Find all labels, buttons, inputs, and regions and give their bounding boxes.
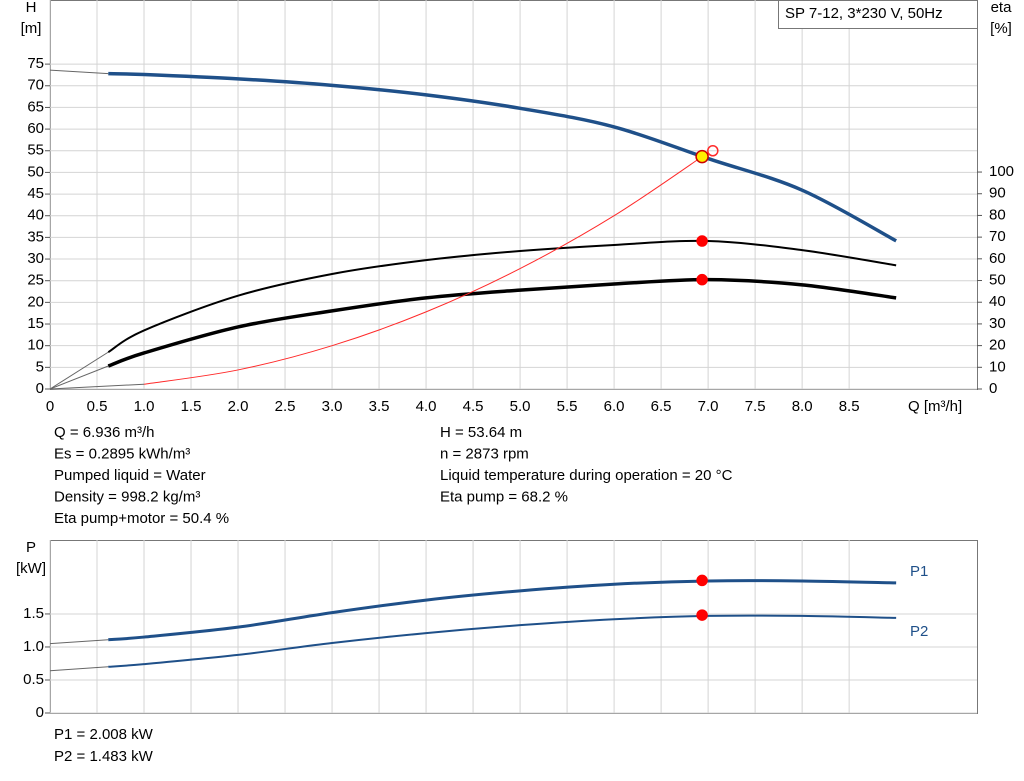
curve-extension: [49, 365, 109, 390]
y-tick-label: 60: [27, 120, 44, 137]
x-axis-label: Q [m³/h]: [908, 398, 962, 415]
info-text: Liquid temperature during operation = 20…: [440, 467, 733, 484]
y2-tick-label: 100: [989, 163, 1014, 180]
x-tick-label: 0.5: [87, 398, 108, 415]
x-tick-label: 6.0: [604, 398, 625, 415]
curve-extension: [49, 383, 145, 390]
x-tick-label: 7.0: [698, 398, 719, 415]
curve-extension: [49, 666, 109, 672]
info-text: Q = 6.936 m³/h: [54, 424, 154, 441]
curve: [107, 277, 897, 368]
x-tick-label: 4.5: [463, 398, 484, 415]
operating-point: [695, 149, 709, 164]
y-tick-label: 55: [27, 142, 44, 159]
y-tick-label: 10: [27, 337, 44, 354]
y2-tick-label: 50: [989, 271, 1006, 288]
y-tick-label: 35: [27, 228, 44, 245]
y-tick-label: 25: [27, 272, 44, 289]
curve: [143, 152, 709, 385]
y-axis-unit: [m]: [21, 20, 42, 37]
y-tick-label: 0.5: [23, 671, 44, 688]
info-text: Pumped liquid = Water: [54, 467, 206, 484]
x-tick-label: 8.5: [839, 398, 860, 415]
y-tick-label: 65: [27, 98, 44, 115]
info-text: n = 2873 rpm: [440, 445, 529, 462]
y-tick-label: 1.5: [23, 605, 44, 622]
info-text: Eta pump+motor = 50.4 %: [54, 510, 229, 527]
x-tick-label: 2.0: [228, 398, 249, 415]
curve: [108, 579, 897, 642]
x-tick-label: 1.5: [181, 398, 202, 415]
chart-title: SP 7-12, 3*230 V, 50Hz: [785, 5, 943, 22]
operating-point: [696, 235, 708, 247]
title-box: [778, 0, 978, 29]
curve: [107, 239, 897, 353]
y2-tick-label: 60: [989, 250, 1006, 267]
info-text: H = 53.64 m: [440, 424, 522, 441]
y-tick-label: 1.0: [23, 638, 44, 655]
plot-frame: [50, 540, 978, 714]
curve-extension: [49, 69, 109, 75]
y-tick-label: 15: [27, 315, 44, 332]
x-tick-label: 4.0: [416, 398, 437, 415]
x-tick-label: 5.0: [510, 398, 531, 415]
x-tick-label: 6.5: [651, 398, 672, 415]
x-tick-label: 3.5: [369, 398, 390, 415]
operating-point: [696, 273, 708, 286]
y-tick-label: 70: [27, 77, 44, 94]
y-tick-label: 30: [27, 250, 44, 267]
y-tick-label: 20: [27, 293, 44, 310]
curve: [108, 614, 897, 668]
y-tick-label: 45: [27, 185, 44, 202]
y-tick-label: 75: [27, 55, 44, 72]
y2-axis-unit: [%]: [990, 20, 1012, 37]
info-text: Eta pump = 68.2 %: [440, 488, 568, 505]
series-label: P2: [910, 623, 928, 640]
plot-frame: [50, 0, 978, 390]
y-axis-label: P: [26, 539, 36, 556]
y-tick-label: 0: [36, 380, 44, 397]
operating-point: [696, 609, 708, 621]
y2-tick-label: 30: [989, 315, 1006, 332]
info-text: P1 = 2.008 kW: [54, 726, 154, 743]
x-tick-label: 7.5: [745, 398, 766, 415]
info-text: Density = 998.2 kg/m³: [54, 488, 200, 505]
y-tick-label: 40: [27, 207, 44, 224]
operating-point: [707, 144, 719, 157]
y-tick-label: 5: [36, 358, 44, 375]
y2-tick-label: 10: [989, 358, 1006, 375]
y2-axis-label: eta: [991, 0, 1013, 16]
y-tick-label: 50: [27, 163, 44, 180]
curve-extension: [49, 351, 109, 390]
y2-tick-label: 80: [989, 206, 1006, 223]
y2-tick-label: 40: [989, 293, 1006, 310]
y-axis-unit: [kW]: [16, 560, 46, 577]
x-tick-label: 2.5: [275, 398, 296, 415]
x-tick-label: 3.0: [322, 398, 343, 415]
x-tick-label: 5.5: [557, 398, 578, 415]
operating-point: [696, 574, 708, 587]
x-tick-label: 1.0: [134, 398, 155, 415]
series-label: P1: [910, 563, 928, 580]
y2-tick-label: 90: [989, 185, 1006, 202]
grid: [49, 540, 977, 714]
grid: [49, 0, 977, 390]
y2-tick-label: 0: [989, 380, 997, 397]
y-axis-label: H: [26, 0, 37, 16]
y-tick-label: 0: [36, 704, 44, 721]
curve-extension: [49, 639, 109, 645]
info-text: Es = 0.2895 kWh/m³: [54, 445, 190, 462]
info-text: P2 = 1.483 kW: [54, 748, 154, 765]
x-tick-label: 0: [46, 398, 54, 415]
y2-tick-label: 20: [989, 337, 1006, 354]
curve: [108, 71, 897, 243]
x-tick-label: 8.0: [792, 398, 813, 415]
y2-tick-label: 70: [989, 228, 1006, 245]
